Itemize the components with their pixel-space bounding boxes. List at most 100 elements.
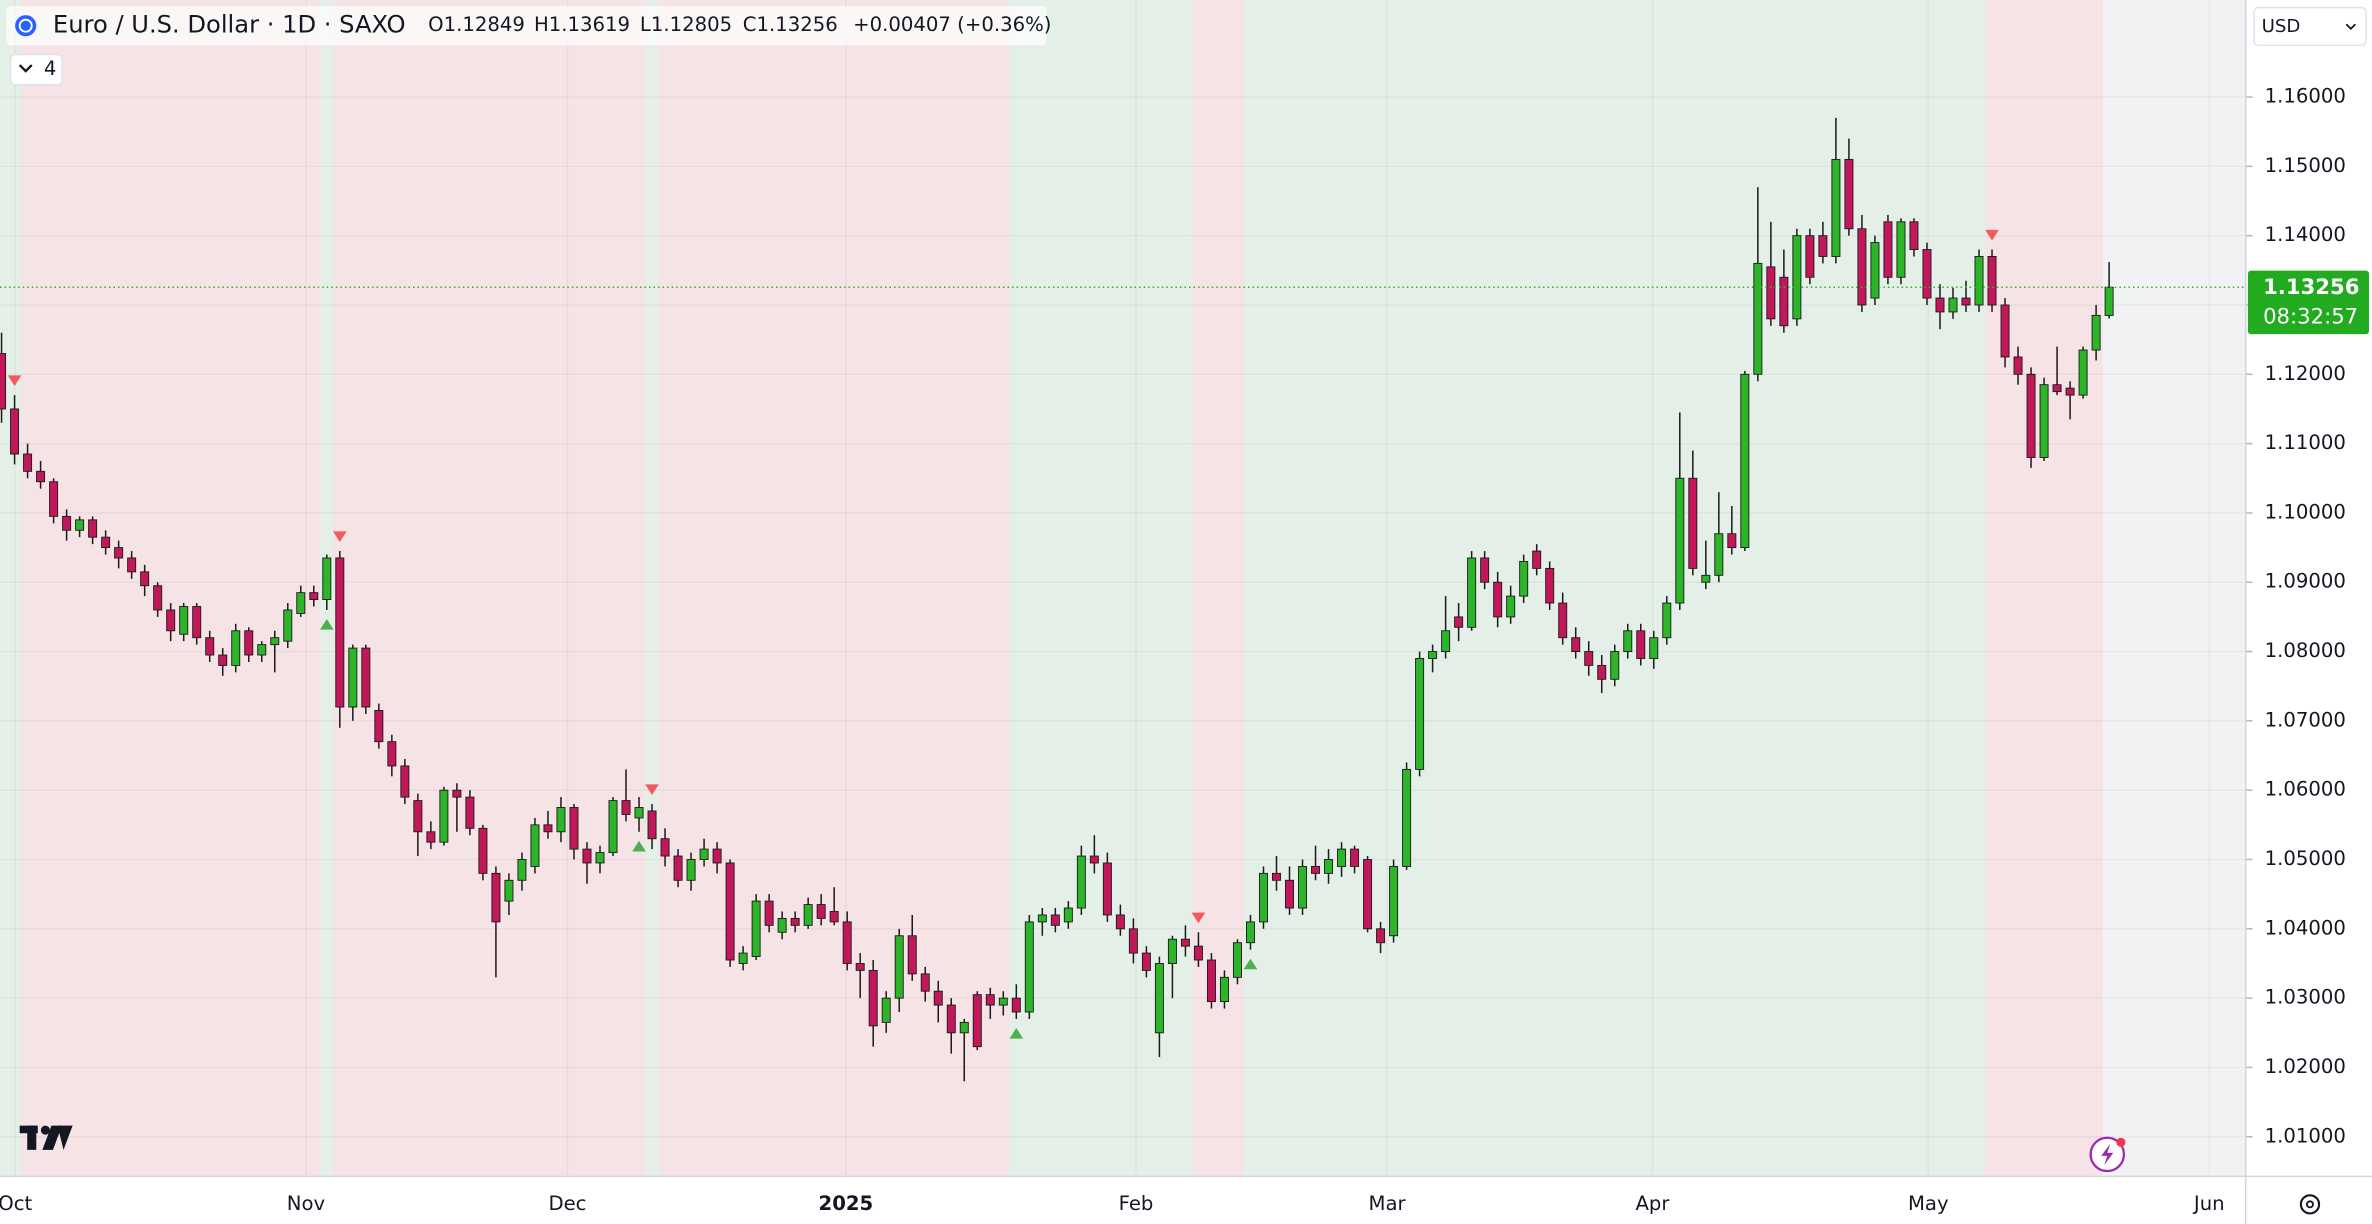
candle-body <box>1245 921 1255 944</box>
x-tick-label: Mar <box>1369 1192 1407 1215</box>
candle-body <box>0 353 7 410</box>
buy-signal <box>632 840 646 852</box>
lightning-icon <box>2101 1143 2114 1165</box>
candle-body <box>1259 872 1268 923</box>
y-tick-label: 1.10000 <box>2265 500 2346 523</box>
candle-body <box>1037 914 1047 923</box>
candle-body <box>829 911 839 923</box>
signal-zone <box>658 0 1010 1176</box>
candle-body <box>569 807 579 850</box>
indicators-toggle[interactable] <box>9 53 63 86</box>
sell-signal <box>7 375 22 387</box>
candle-body <box>842 921 852 964</box>
x-tick-label: Oct <box>0 1192 32 1215</box>
indicators-count: 4 <box>44 57 57 80</box>
candle-body <box>1948 297 1958 313</box>
candle-body <box>114 547 124 559</box>
candle-body <box>1870 242 1880 299</box>
candle-body <box>1180 938 1190 947</box>
candle-body <box>49 481 59 517</box>
candle-body <box>1519 560 1529 597</box>
candle-body <box>10 408 20 455</box>
candle-body <box>478 827 488 874</box>
tradingview-logo[interactable] <box>19 1125 73 1150</box>
candle-body <box>296 592 306 614</box>
settings-button[interactable] <box>2299 1194 2321 1215</box>
logo-part <box>40 1125 50 1135</box>
logo-part <box>42 1125 63 1150</box>
candle-body <box>1115 914 1125 930</box>
candle-body <box>75 519 85 531</box>
signal-zone <box>21 0 321 1176</box>
candle-body <box>1024 921 1034 1013</box>
candle-body <box>426 831 436 843</box>
candle-body <box>2052 384 2062 393</box>
candle-body <box>335 557 345 708</box>
y-tick-label: 1.14000 <box>2265 223 2346 246</box>
candle-body <box>439 789 449 843</box>
candle-body <box>972 994 982 1048</box>
signal-zone <box>1243 0 1986 1176</box>
candle-body <box>2000 304 2010 358</box>
sell-signal <box>1985 229 1999 241</box>
candle-body <box>1623 630 1633 653</box>
candle-body <box>166 609 176 632</box>
symbol-title[interactable]: Euro / U.S. Dollar · 1D · SAXO <box>53 11 406 39</box>
candle-body <box>101 536 111 549</box>
candle-body <box>1193 945 1203 961</box>
candle-body <box>1441 630 1451 653</box>
candle-body <box>660 838 670 857</box>
change-value: +0.00407 (+0.36%) <box>853 13 1051 36</box>
grid <box>0 0 2245 1176</box>
candle-body <box>1610 651 1620 680</box>
price-axis <box>2246 0 2372 1224</box>
axes: 1.01000 1.02000 1.03000 1.04000 1.05000 1.060… <box>0 85 2346 1215</box>
candle-body <box>1363 859 1373 930</box>
symbol-logo[interactable] <box>15 15 37 37</box>
candle-body <box>920 973 930 992</box>
signal-zone <box>1985 0 2103 1176</box>
candle-body <box>998 997 1008 1006</box>
candle-body <box>868 969 878 1027</box>
candle-body <box>1493 581 1503 618</box>
candle-body <box>348 647 358 708</box>
candle-body <box>1987 256 1997 306</box>
candle-body <box>361 647 371 708</box>
candle-body <box>777 917 787 933</box>
low-value: L1.12805 <box>640 13 732 36</box>
buy-signal <box>319 619 334 630</box>
notification-dot <box>2116 1137 2126 1147</box>
candle-body <box>140 571 150 587</box>
y-tick-label: 1.03000 <box>2265 986 2346 1009</box>
candle-body <box>192 606 202 639</box>
candle-body <box>452 789 462 798</box>
candle-body <box>751 900 761 958</box>
chevron-icon <box>2345 23 2357 31</box>
candle-body <box>491 872 501 923</box>
candle-body <box>1128 928 1138 954</box>
candle-body <box>530 824 540 867</box>
sell-signal <box>645 784 659 795</box>
candle-body <box>205 637 215 656</box>
candle-body <box>1831 158 1841 257</box>
candle-body <box>1154 963 1164 1034</box>
candle-body <box>1974 256 1984 306</box>
candle-body <box>257 644 267 656</box>
candle-body <box>1818 235 1828 257</box>
candle-body <box>1232 942 1242 978</box>
candle-body <box>1285 879 1294 909</box>
currency-selector[interactable] <box>2253 6 2367 47</box>
candle-body <box>686 859 696 881</box>
candle-body <box>1402 768 1412 867</box>
candle-body <box>647 810 657 840</box>
candle-body <box>179 606 189 635</box>
candle-body <box>1883 221 1893 278</box>
candle-body <box>1350 848 1360 867</box>
candle-body <box>1089 855 1099 864</box>
candle-body <box>1454 616 1464 628</box>
candle-body <box>1467 557 1477 628</box>
currency-label: USD <box>2262 16 2301 37</box>
candle-body <box>738 952 748 964</box>
candle-body <box>1792 235 1802 320</box>
candle-body <box>1701 574 1711 583</box>
